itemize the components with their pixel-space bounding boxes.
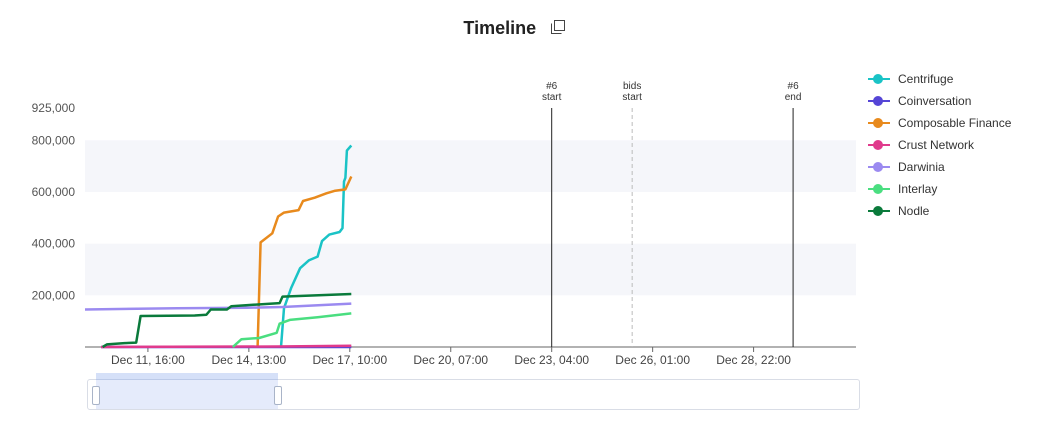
series-line-nodle xyxy=(101,292,352,349)
legend-marker-icon xyxy=(868,96,890,106)
marker-label: start xyxy=(622,92,642,103)
x-tick-label: Dec 26, 01:00 xyxy=(615,353,690,367)
legend-label: Crust Network xyxy=(898,138,975,152)
x-tick-label: Dec 20, 07:00 xyxy=(413,353,488,367)
grid-band-0 xyxy=(85,243,856,296)
legend-label: Nodle xyxy=(898,204,930,218)
slider-selected-window[interactable] xyxy=(96,380,278,409)
y-axis: 200,000 400,000 600,000 800,000 925,000 xyxy=(32,101,76,302)
series-line-centrifuge xyxy=(279,144,353,348)
slider-left-handle[interactable] xyxy=(92,386,100,405)
slider-window-bar[interactable] xyxy=(96,368,278,380)
legend-item-composable-finance[interactable]: Composable Finance xyxy=(868,112,1011,134)
chart-title-bar: Timeline xyxy=(0,18,1026,39)
legend-label: Interlay xyxy=(898,182,938,196)
legend-item-nodle[interactable]: Nodle xyxy=(868,200,1011,222)
grid-band-1 xyxy=(85,140,856,192)
y-tick-label: 925,000 xyxy=(32,101,76,115)
marker-label: start xyxy=(542,92,562,103)
legend-marker-icon xyxy=(868,162,890,172)
marker-label: #6 xyxy=(546,81,558,92)
drag-handle-icon[interactable] xyxy=(191,368,197,373)
y-tick-label: 400,000 xyxy=(32,237,76,251)
series-line-composable-finance xyxy=(256,175,353,348)
legend-marker-icon xyxy=(868,140,890,150)
x-axis: Dec 11, 16:00 Dec 14, 13:00 Dec 17, 10:00 D… xyxy=(85,346,856,367)
series-line-crust-network xyxy=(101,344,352,349)
x-tick-label: Dec 14, 13:00 xyxy=(211,353,286,367)
copy-icon[interactable] xyxy=(550,19,565,34)
slider-right-handle[interactable] xyxy=(274,386,282,405)
legend-item-interlay[interactable]: Interlay xyxy=(868,178,1011,200)
y-tick-label: 600,000 xyxy=(32,185,76,199)
legend-marker-icon xyxy=(868,206,890,216)
x-tick-label: Dec 23, 04:00 xyxy=(514,353,589,367)
legend-item-crust-network[interactable]: Crust Network xyxy=(868,134,1011,156)
legend-marker-icon xyxy=(868,184,890,194)
chart-title: Timeline xyxy=(463,18,537,38)
x-tick-label: Dec 28, 22:00 xyxy=(716,353,791,367)
time-range-slider[interactable] xyxy=(87,368,860,410)
legend-item-darwinia[interactable]: Darwinia xyxy=(868,156,1011,178)
marker-label: end xyxy=(785,92,802,103)
series-line-darwinia xyxy=(84,302,352,311)
series-lines xyxy=(84,144,353,349)
x-tick-label: Dec 17, 10:00 xyxy=(312,353,387,367)
legend-item-centrifuge[interactable]: Centrifuge xyxy=(868,68,1011,90)
legend-label: Darwinia xyxy=(898,160,945,174)
marker-label: #6 xyxy=(788,81,800,92)
grid-bands xyxy=(85,140,856,296)
series-line-interlay xyxy=(231,312,352,348)
legend-item-coinversation[interactable]: Coinversation xyxy=(868,90,1011,112)
legend-label: Centrifuge xyxy=(898,72,954,86)
legend: Centrifuge Coinversation Composable Financ… xyxy=(868,68,1011,222)
y-tick-label: 800,000 xyxy=(32,133,76,147)
marker-label: bids xyxy=(623,81,641,92)
legend-marker-icon xyxy=(868,74,890,84)
x-tick-label: Dec 11, 16:00 xyxy=(111,353,185,367)
legend-label: Composable Finance xyxy=(898,116,1012,130)
y-tick-label: 200,000 xyxy=(32,288,76,302)
legend-marker-icon xyxy=(868,118,890,128)
legend-label: Coinversation xyxy=(898,94,972,108)
